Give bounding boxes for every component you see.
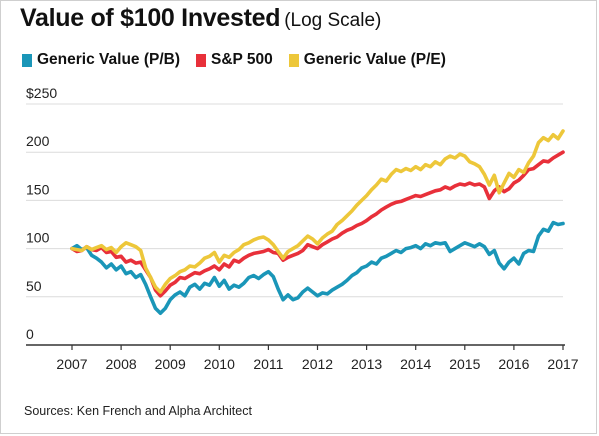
legend-swatch-pe	[288, 53, 299, 67]
chart-title-block: Value of $100 Invested (Log Scale)	[20, 4, 381, 33]
x-tick-label-2: 2009	[155, 356, 186, 372]
y-tick-label-1: 50	[26, 278, 42, 294]
y-tick-label-3: 150	[26, 181, 50, 197]
x-tick-label-5: 2012	[302, 356, 333, 372]
chart-title: Value of $100 Invested	[20, 4, 281, 32]
legend-label-pb: Generic Value (P/B)	[37, 51, 180, 68]
legend-swatch-pb	[22, 53, 32, 67]
legend-item-pe: Generic Value (P/E)	[288, 51, 446, 69]
legend-item-sp500: S&P 500	[196, 51, 273, 69]
x-tick-label-7: 2014	[400, 356, 431, 372]
y-tick-label-2: 100	[26, 230, 50, 246]
series-line-0	[70, 220, 565, 315]
x-tick-label-4: 2011	[253, 356, 283, 372]
legend: Generic Value (P/B) S&P 500 Generic Valu…	[22, 49, 462, 71]
y-tick-label-0: 0	[26, 326, 34, 342]
legend-label-pe: Generic Value (P/E)	[303, 51, 446, 68]
y-tick-label-4: 200	[26, 133, 50, 149]
x-tick-label-10: 2017	[547, 356, 578, 372]
source-note: Sources: Ken French and Alpha Architect	[24, 404, 252, 418]
x-tick-label-6: 2013	[351, 356, 382, 372]
x-tick-label-0: 2007	[56, 356, 87, 372]
x-tick-label-8: 2015	[449, 356, 480, 372]
legend-item-pb: Generic Value (P/B)	[22, 51, 180, 69]
series-line-1	[70, 150, 565, 298]
x-tick-label-1: 2008	[106, 356, 137, 372]
y-tick-label-5: $250	[26, 85, 57, 101]
legend-swatch-sp500	[196, 53, 206, 67]
legend-label-sp500: S&P 500	[211, 51, 273, 68]
chart-subtitle: (Log Scale)	[284, 10, 382, 31]
x-tick-label-3: 2010	[204, 356, 235, 372]
series-line-2	[70, 129, 565, 294]
x-tick-label-9: 2016	[498, 356, 529, 372]
